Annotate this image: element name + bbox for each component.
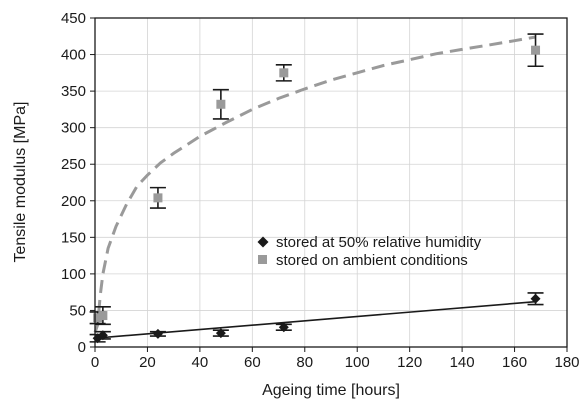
data-point-series-1: [278, 322, 289, 333]
legend-marker-ambient: [258, 255, 267, 264]
y-tick-label: 450: [61, 10, 86, 27]
data-point-series-2: [279, 68, 289, 78]
plot-frame: [94, 17, 568, 348]
fit-line-series-1: [94, 300, 536, 339]
legend: stored at 50% relative humidity stored o…: [257, 234, 482, 269]
legend-marker-humidity: [257, 236, 269, 248]
y-ticks: 0 50 100 150 200 250 300 350 400 450: [61, 10, 95, 356]
data-point-series-2: [216, 99, 226, 109]
x-axis-title: Ageing time [hours]: [262, 382, 400, 399]
x-tick-label: 40: [192, 354, 209, 371]
error-bars: [89, 33, 544, 343]
data-point-series-1: [215, 328, 226, 339]
x-tick-label: 80: [296, 354, 313, 371]
y-tick-label: 200: [61, 193, 86, 210]
data-point-series-1: [530, 293, 541, 304]
legend-label-humidity: stored at 50% relative humidity: [276, 234, 482, 251]
data-markers: [92, 45, 541, 344]
fit-lines: [93, 35, 536, 339]
grid: [95, 18, 567, 347]
data-point-series-1: [97, 330, 108, 341]
y-tick-label: 0: [78, 339, 86, 356]
y-tick-label: 350: [61, 83, 86, 100]
y-tick-label: 300: [61, 120, 86, 137]
x-ticks: 0 20 40 60 80 100 120 140 160 180: [91, 347, 580, 371]
y-tick-label: 250: [61, 156, 86, 173]
y-tick-label: 50: [69, 302, 86, 319]
y-tick-label: 150: [61, 229, 86, 246]
x-tick-label: 120: [397, 354, 422, 371]
x-tick-label: 60: [244, 354, 261, 371]
x-tick-label: 140: [450, 354, 475, 371]
data-point-series-2: [98, 311, 108, 321]
x-tick-label: 0: [91, 354, 99, 371]
data-point-series-1: [152, 328, 163, 339]
x-tick-label: 100: [345, 354, 370, 371]
y-tick-label: 100: [61, 266, 86, 283]
data-point-series-2: [531, 45, 541, 55]
y-tick-label: 400: [61, 47, 86, 64]
data-point-series-2: [153, 193, 163, 203]
data-point-series-2: [93, 313, 103, 323]
x-tick-label: 180: [554, 354, 579, 371]
x-tick-label: 20: [139, 354, 156, 371]
x-tick-label: 160: [502, 354, 527, 371]
y-axis-title: Tensile modulus [MPa]: [12, 102, 29, 263]
fit-line-series-2: [93, 35, 536, 333]
legend-label-ambient: stored on ambient conditions: [276, 252, 468, 269]
